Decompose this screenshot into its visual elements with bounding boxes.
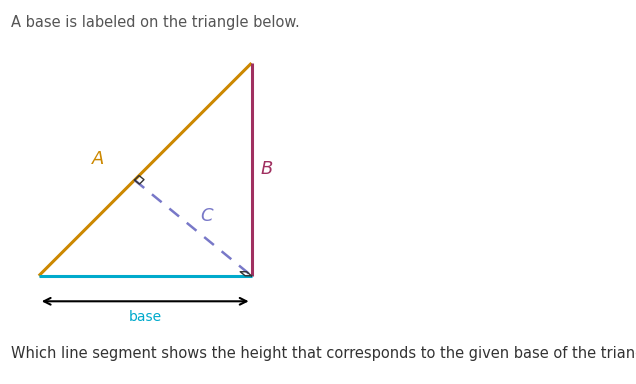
Text: $A$: $A$ xyxy=(92,150,106,168)
Text: A base is labeled on the triangle below.: A base is labeled on the triangle below. xyxy=(11,15,300,30)
Text: $C$: $C$ xyxy=(200,207,214,225)
Text: base: base xyxy=(128,310,162,324)
Text: $B$: $B$ xyxy=(259,161,273,179)
Text: Which line segment shows the height that corresponds to the given base of the tr: Which line segment shows the height that… xyxy=(11,346,636,361)
